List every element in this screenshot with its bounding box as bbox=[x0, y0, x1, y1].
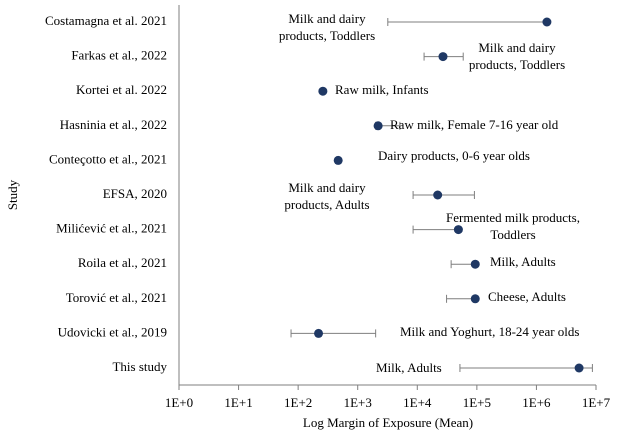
x-tick-label: 1E+4 bbox=[403, 395, 432, 410]
y-tick-label: Kortei et al. 2022 bbox=[76, 82, 167, 97]
annotation: Milk and dairy bbox=[288, 11, 366, 26]
x-tick-label: 1E+0 bbox=[165, 395, 193, 410]
annotation: Milk and dairy bbox=[288, 180, 366, 195]
annotation: Raw milk, Female 7-16 year old bbox=[390, 117, 559, 132]
annotation: products, Toddlers bbox=[469, 57, 565, 72]
x-axis-label: Log Margin of Exposure (Mean) bbox=[303, 415, 473, 430]
annotation: products, Adults bbox=[284, 197, 369, 212]
annotation: Cheese, Adults bbox=[488, 289, 566, 304]
annotation: Fermented milk products, bbox=[446, 210, 580, 225]
x-tick-label: 1E+7 bbox=[582, 395, 611, 410]
annotation: Raw milk, Infants bbox=[335, 82, 429, 97]
point bbox=[453, 225, 463, 235]
annotation: Milk and Yoghurt, 18-24 year olds bbox=[400, 324, 579, 339]
annotation: Milk and dairy bbox=[478, 40, 556, 55]
y-tick-label: Udovicki et al., 2019 bbox=[58, 324, 167, 339]
annotation: Toddlers bbox=[490, 227, 535, 242]
y-tick-label: Conteçotto et al., 2021 bbox=[49, 151, 167, 166]
x-tick-label: 1E+2 bbox=[284, 395, 312, 410]
point bbox=[470, 259, 480, 269]
point bbox=[438, 52, 448, 62]
x-tick-label: 1E+5 bbox=[463, 395, 491, 410]
point bbox=[542, 17, 552, 27]
y-tick-label: Torović et al., 2021 bbox=[66, 290, 167, 305]
annotation: Milk, Adults bbox=[376, 360, 442, 375]
x-tick-label: 1E+1 bbox=[224, 395, 252, 410]
point bbox=[373, 121, 383, 131]
y-tick-label: This study bbox=[112, 359, 167, 374]
annotation: Dairy products, 0-6 year olds bbox=[378, 148, 530, 163]
point bbox=[574, 363, 584, 373]
y-tick-label: Costamagna et al. 2021 bbox=[45, 13, 167, 28]
y-tick-label: Roila et al., 2021 bbox=[78, 255, 167, 270]
annotation: products, Toddlers bbox=[279, 28, 375, 43]
point bbox=[318, 86, 328, 96]
x-tick-label: 1E+3 bbox=[344, 395, 372, 410]
y-axis-label: Study bbox=[5, 179, 20, 210]
point bbox=[314, 328, 324, 338]
y-tick-label: Farkas et al., 2022 bbox=[71, 48, 167, 63]
x-tick-label: 1E+6 bbox=[522, 395, 551, 410]
y-tick-label: EFSA, 2020 bbox=[103, 186, 167, 201]
point bbox=[333, 155, 343, 165]
point bbox=[433, 190, 443, 200]
annotation: Milk, Adults bbox=[490, 254, 556, 269]
point bbox=[470, 294, 480, 304]
y-tick-label: Milićević et al., 2021 bbox=[56, 221, 167, 236]
y-tick-label: Hasninia et al., 2022 bbox=[60, 117, 167, 132]
